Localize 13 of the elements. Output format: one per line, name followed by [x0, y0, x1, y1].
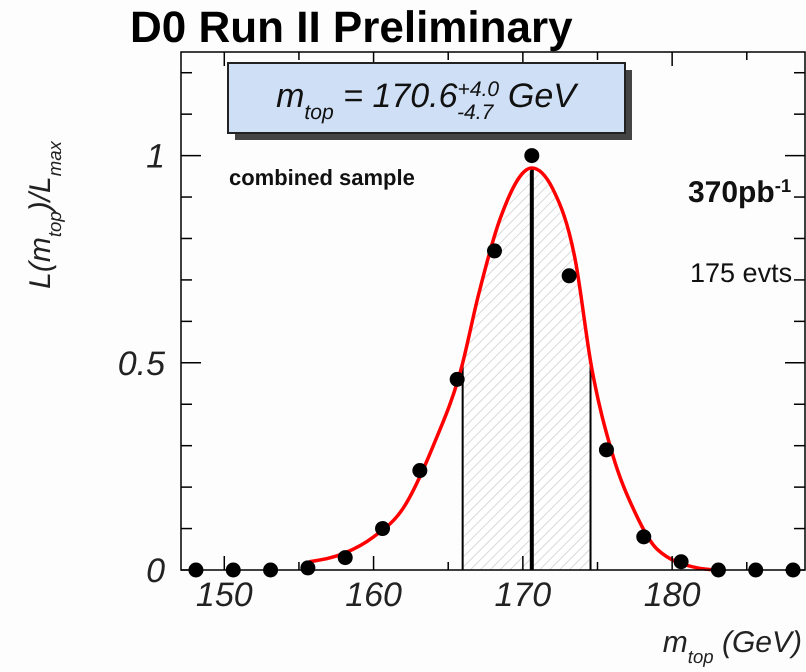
y-tick-label: 1 — [146, 138, 165, 176]
x-tick-label: 180 — [644, 576, 701, 614]
annotation: 370pb$^{-1}$ — [688, 174, 792, 209]
annotation: m$_{top}$ = 170.6$^{+4.0}$$_{-4.7}$ GeV — [276, 77, 580, 124]
x-tick-label: 150 — [196, 576, 253, 614]
x-axis-title: m$_{top}$ (GeV) — [662, 626, 802, 666]
y-tick-label: 0 — [146, 552, 166, 590]
x-tick-label: 170 — [494, 576, 552, 614]
annotation: combined sample — [229, 165, 415, 190]
y-tick-label: 0.5 — [118, 344, 166, 383]
x-tick-label: 160 — [345, 576, 402, 614]
annotation: 175 evts — [690, 258, 792, 288]
chart-title: D0 Run II Preliminary — [130, 3, 574, 52]
